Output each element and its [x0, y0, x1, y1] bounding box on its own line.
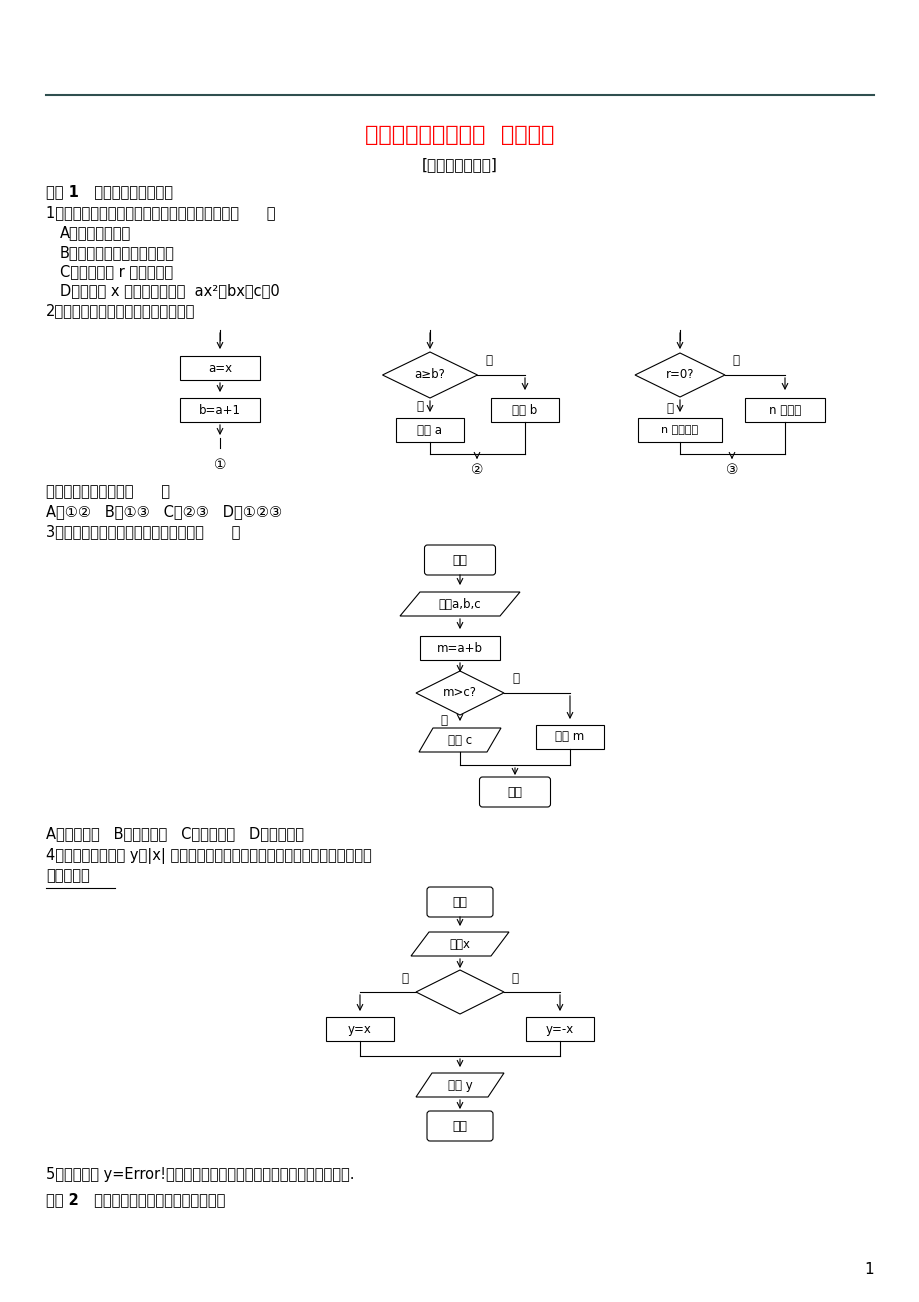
Text: 开始: 开始 [452, 896, 467, 909]
Text: 否: 否 [484, 354, 492, 366]
Text: A．求两个数的和: A．求两个数的和 [60, 225, 131, 241]
Text: n 不是偶数: n 不是偶数 [661, 424, 698, 435]
Text: 是: 是 [401, 971, 408, 984]
Bar [637, 418, 721, 441]
Text: 输入x: 输入x [449, 937, 470, 950]
Bar [180, 355, 260, 380]
FancyBboxPatch shape [426, 1111, 493, 1141]
Text: y=-x: y=-x [545, 1022, 573, 1035]
Bar [526, 1017, 594, 1042]
Bar [395, 418, 463, 441]
Text: 2．已知如图是算法程序框图的一部分: 2．已知如图是算法程序框图的一部分 [46, 303, 195, 319]
Bar [180, 398, 260, 422]
Text: a≥b?: a≥b? [414, 368, 445, 381]
Text: ③: ③ [725, 464, 737, 477]
Text: 输入a,b,c: 输入a,b,c [438, 598, 481, 611]
Text: 结束: 结束 [452, 1120, 467, 1133]
Text: 输出 c: 输出 c [448, 733, 471, 746]
FancyBboxPatch shape [424, 546, 495, 575]
Text: 否: 否 [440, 715, 447, 728]
Polygon shape [634, 353, 724, 397]
Text: y=x: y=x [347, 1022, 371, 1035]
Text: 输出 b: 输出 b [512, 404, 537, 417]
FancyBboxPatch shape [426, 887, 493, 917]
Text: b=a+1: b=a+1 [199, 404, 241, 417]
Text: ①: ① [213, 458, 226, 473]
Text: 是: 是 [732, 354, 738, 366]
Text: ②: ② [471, 464, 482, 477]
Text: m=a+b: m=a+b [437, 642, 482, 655]
Text: a=x: a=x [208, 362, 232, 375]
Text: C．求半径为 r 的圆的面积: C．求半径为 r 的圆的面积 [60, 264, 173, 280]
Text: n 是偶数: n 是偶数 [768, 404, 800, 417]
Text: 否: 否 [511, 971, 518, 984]
Text: 输出 a: 输出 a [417, 423, 442, 436]
Polygon shape [415, 1073, 504, 1098]
Polygon shape [415, 970, 504, 1014]
Text: [学业水平达标练]: [学业水平达标练] [422, 158, 497, 172]
FancyBboxPatch shape [479, 777, 550, 807]
Text: 输出 y: 输出 y [448, 1078, 471, 1091]
Text: 1．解决下列问题的算法中，需要条件结构的是（      ）: 1．解决下列问题的算法中，需要条件结构的是（ ） [46, 206, 275, 220]
Text: 是: 是 [416, 401, 423, 414]
Bar [744, 398, 824, 422]
Bar [325, 1017, 393, 1042]
Text: 3．程序框图如图所示，它是算法中的（      ）: 3．程序框图如图所示，它是算法中的（ ） [46, 525, 240, 539]
Text: m>c?: m>c? [443, 686, 476, 699]
Polygon shape [415, 671, 504, 715]
Polygon shape [382, 352, 477, 398]
Text: 题组 2   与条件结构有关的读图、应用问题: 题组 2 与条件结构有关的读图、应用问题 [46, 1193, 225, 1207]
Text: 题组 1   条件结构的简单应用: 题组 1 条件结构的简单应用 [46, 185, 173, 199]
Polygon shape [418, 728, 501, 753]
Text: 4．如图为计算函数 y＝|x| 函数值的程序框图，则此程序框图中的判断框内应填: 4．如图为计算函数 y＝|x| 函数值的程序框图，则此程序框图中的判断框内应填 [46, 848, 371, 865]
Text: 5．已知函数 y=Error!请设计程序框图，要求输入自变量，输出函数值.: 5．已知函数 y=Error!请设计程序框图，要求输入自变量，输出函数值. [46, 1168, 354, 1182]
Text: A．条件结构   B．顺序结构   C．递归结构   D．循环结构: A．条件结构 B．顺序结构 C．递归结构 D．循环结构 [46, 827, 303, 841]
Text: r=0?: r=0? [665, 368, 694, 381]
Text: B．求某个正实数的常用对数: B．求某个正实数的常用对数 [60, 246, 175, 260]
Text: 输出 m: 输出 m [555, 730, 584, 743]
Text: 开始: 开始 [452, 553, 467, 566]
Text: 结束: 结束 [507, 785, 522, 798]
Text: ＿＿＿＿．: ＿＿＿＿． [46, 868, 90, 884]
Text: 1: 1 [864, 1263, 873, 1277]
Text: 是: 是 [512, 672, 518, 685]
Bar [420, 635, 499, 660]
Polygon shape [400, 592, 519, 616]
Text: 否: 否 [665, 401, 673, 414]
Text: 其中含条件结构的是（      ）: 其中含条件结构的是（ ） [46, 484, 170, 500]
Bar [536, 725, 604, 749]
Polygon shape [411, 932, 508, 956]
Bar [491, 398, 559, 422]
Text: D．解关于 x 的一元二次方程  ax²＋bx＋c＝0: D．解关于 x 的一元二次方程 ax²＋bx＋c＝0 [60, 284, 279, 298]
Text: A．①②   B．①③   C．②③   D．①②③: A．①② B．①③ C．②③ D．①②③ [46, 504, 282, 519]
Text: 课下能力提升（三）  条件结构: 课下能力提升（三） 条件结构 [365, 125, 554, 145]
